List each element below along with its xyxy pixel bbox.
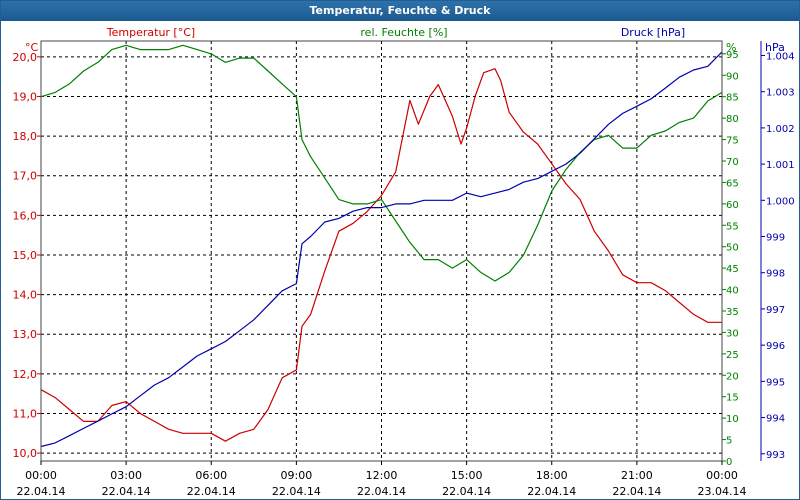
- x-tick-date-label: 22.04.14: [187, 485, 236, 498]
- humidity-line: [40, 44, 723, 282]
- humidity-tick-label: 10: [726, 414, 739, 425]
- temperature-tick-label: 10,0: [13, 447, 38, 460]
- temperature-tick-label: 17,0: [13, 170, 38, 183]
- temperature-line: [40, 68, 722, 442]
- temperature-tick-label: 13,0: [13, 328, 38, 341]
- humidity-tick-label: 40: [726, 286, 739, 297]
- humidity-tick-label: 30: [726, 328, 739, 339]
- x-tick-time-label: 21:00: [621, 469, 653, 482]
- series-layer: [40, 44, 723, 448]
- humidity-tick-label: 75: [726, 136, 739, 147]
- grid: [41, 41, 722, 461]
- x-tick-time-label: 06:00: [195, 469, 227, 482]
- x-tick-date-label: 22.04.14: [527, 485, 576, 498]
- pressure-axis-label: Druck [hPa]: [621, 26, 685, 39]
- humidity-tick-label: 55: [726, 221, 739, 232]
- humidity-tick-label: 45: [726, 264, 739, 275]
- humidity-tick-label: 15: [726, 393, 739, 404]
- pressure-tick-label: 998: [766, 269, 785, 280]
- pressure-tick-label: 1.002: [766, 124, 795, 135]
- temperature-tick-label: 18,0: [13, 130, 38, 143]
- pressure-tick-label: 993: [766, 450, 785, 461]
- temperature-tick-label: 19,0: [13, 90, 38, 103]
- pressure-tick-label: 994: [766, 414, 785, 425]
- x-tick-time-label: 15:00: [451, 469, 483, 482]
- temperature-tick-label: 15,0: [13, 249, 38, 262]
- labels: 10,0 11,0 12,0 13,0 14,0 15,0 16,0 17,0 18,0 19,0…: [13, 26, 795, 498]
- humidity-tick-label: 20: [726, 371, 739, 382]
- temperature-tick-label: 11,0: [13, 407, 38, 420]
- humidity-tick-label: 70: [726, 157, 739, 168]
- humidity-tick-label: 5: [726, 436, 732, 447]
- humidity-tick-label: 65: [726, 178, 739, 189]
- pressure-tick-label: 1.003: [766, 88, 795, 99]
- temperature-tick-label: 16,0: [13, 209, 38, 222]
- temperature-tick-label: 12,0: [13, 368, 38, 381]
- x-tick-time-label: 03:00: [110, 469, 142, 482]
- x-tick-date-label: 23.04.14: [698, 485, 747, 498]
- x-tick-time-label: 00:00: [25, 469, 57, 482]
- pressure-tick-label: 997: [766, 305, 785, 316]
- x-tick-date-label: 22.04.14: [612, 485, 661, 498]
- x-tick-time-label: 18:00: [536, 469, 568, 482]
- humidity-tick-label: 90: [726, 71, 739, 82]
- humidity-tick-label: 50: [726, 243, 739, 254]
- temperature-axis-label: Temperatur [°C]: [106, 26, 195, 39]
- temperature-tick-label: 20,0: [13, 51, 38, 64]
- humidity-tick-label: 25: [726, 350, 739, 361]
- window-title: Temperatur, Feuchte & Druck: [1, 1, 799, 21]
- pressure-tick-label: 995: [766, 377, 785, 388]
- plot-frame: [37, 40, 765, 465]
- pressure-tick-label: 1.000: [766, 196, 795, 207]
- x-tick-date-label: 22.04.14: [102, 485, 151, 498]
- x-tick-date-label: 22.04.14: [442, 485, 491, 498]
- temperature-tick-label: 14,0: [13, 289, 38, 302]
- pressure-line: [40, 51, 723, 448]
- x-tick-date-label: 22.04.14: [17, 485, 66, 498]
- humidity-unit: %: [726, 41, 736, 54]
- x-tick-time-label: 12:00: [366, 469, 398, 482]
- humidity-tick-label: 60: [726, 200, 739, 211]
- humidity-tick-label: 35: [726, 307, 739, 318]
- pressure-unit: hPa: [765, 41, 785, 54]
- humidity-tick-label: 85: [726, 93, 739, 104]
- pressure-tick-label: 999: [766, 233, 785, 244]
- x-tick-time-label: 00:00: [706, 469, 738, 482]
- x-tick-date-label: 22.04.14: [357, 485, 406, 498]
- pressure-tick-label: 1.004: [766, 51, 795, 62]
- humidity-axis-label: rel. Feuchte [%]: [360, 26, 447, 39]
- temperature-unit: °C: [25, 41, 39, 54]
- x-tick-time-label: 09:00: [281, 469, 313, 482]
- humidity-tick-label: 95: [726, 50, 739, 61]
- pressure-tick-label: 996: [766, 341, 785, 352]
- humidity-tick-label: 0: [726, 457, 732, 468]
- x-tick-date-label: 22.04.14: [272, 485, 321, 498]
- humidity-tick-label: 80: [726, 114, 739, 125]
- pressure-tick-label: 1.001: [766, 160, 795, 171]
